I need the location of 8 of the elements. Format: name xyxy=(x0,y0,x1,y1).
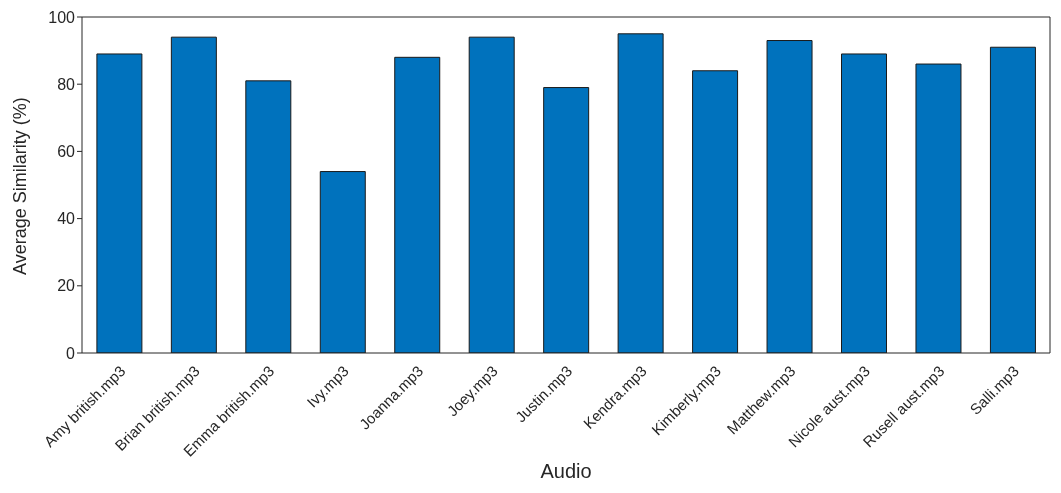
y-tick-label: 100 xyxy=(48,8,76,26)
y-tick-label: 20 xyxy=(57,277,76,295)
y-tick-label: 0 xyxy=(66,344,76,362)
y-axis-title: Average Similarity (%) xyxy=(10,97,31,275)
y-tick-label: 40 xyxy=(57,210,76,228)
y-tick-label: 60 xyxy=(57,143,76,161)
y-tick-label: 80 xyxy=(57,75,76,93)
x-axis-title: Audio xyxy=(540,460,592,482)
